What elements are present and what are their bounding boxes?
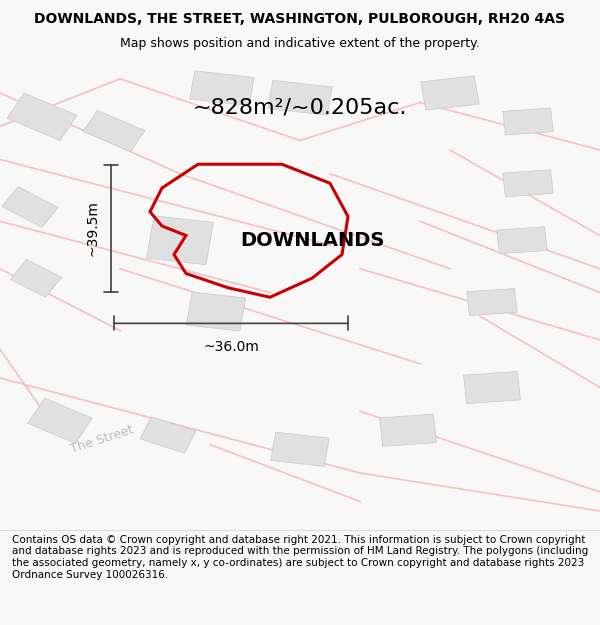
Polygon shape (83, 111, 145, 151)
Polygon shape (380, 414, 436, 446)
Text: DOWNLANDS, THE STREET, WASHINGTON, PULBOROUGH, RH20 4AS: DOWNLANDS, THE STREET, WASHINGTON, PULBO… (35, 12, 566, 26)
Polygon shape (187, 292, 245, 331)
Text: ~39.5m: ~39.5m (85, 201, 99, 256)
Polygon shape (140, 417, 196, 453)
Polygon shape (28, 398, 92, 443)
Polygon shape (146, 216, 214, 265)
Polygon shape (7, 93, 77, 141)
Polygon shape (467, 289, 517, 316)
Polygon shape (10, 259, 62, 298)
Text: Map shows position and indicative extent of the property.: Map shows position and indicative extent… (120, 38, 480, 51)
Text: The Street: The Street (69, 424, 135, 456)
Polygon shape (503, 108, 553, 135)
Text: DOWNLANDS: DOWNLANDS (240, 231, 384, 250)
Polygon shape (421, 76, 479, 110)
Polygon shape (503, 170, 553, 197)
Polygon shape (268, 81, 332, 115)
Polygon shape (497, 227, 547, 254)
Polygon shape (464, 371, 520, 404)
Polygon shape (2, 187, 58, 228)
Text: Contains OS data © Crown copyright and database right 2021. This information is : Contains OS data © Crown copyright and d… (12, 535, 588, 579)
Polygon shape (271, 432, 329, 466)
Polygon shape (190, 71, 254, 106)
Text: ~828m²/~0.205ac.: ~828m²/~0.205ac. (193, 98, 407, 118)
Text: ~36.0m: ~36.0m (203, 340, 259, 354)
